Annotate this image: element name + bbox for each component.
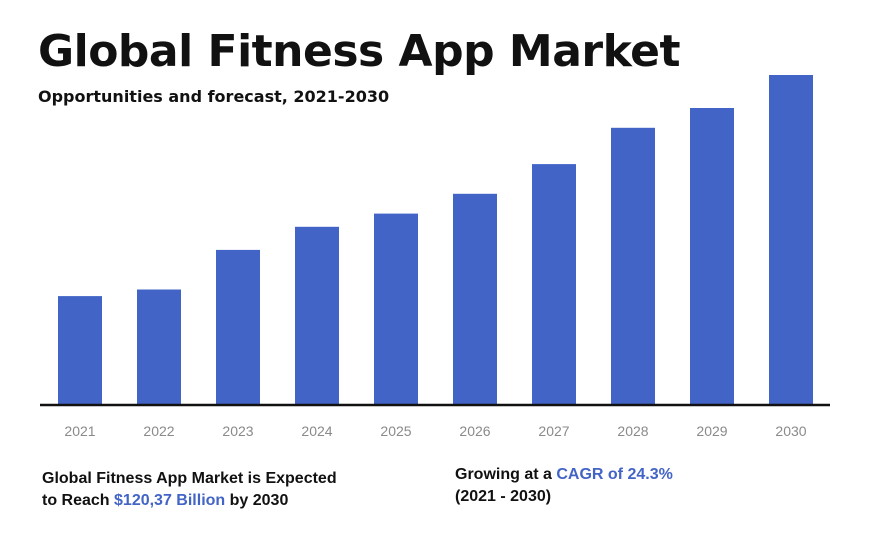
chart-subtitle: Opportunities and forecast, 2021-2030: [38, 87, 390, 106]
x-tick-2026: 2026: [459, 423, 490, 439]
bar-2028: [611, 127, 655, 406]
market-size-line-2: to Reach $120,37 Billion by 2030: [42, 490, 337, 512]
x-tick-2022: 2022: [143, 423, 174, 439]
x-tick-2021: 2021: [64, 423, 95, 439]
cagr-prefix: Growing at a: [455, 466, 557, 483]
bar-2023: [216, 249, 260, 405]
bar-2024: [295, 226, 339, 405]
chart-title: Global Fitness App Market: [38, 26, 681, 77]
market-size-prefix: to Reach: [42, 492, 115, 509]
bar-2022: [137, 289, 181, 405]
bar-2021: [58, 296, 102, 405]
x-tick-2025: 2025: [380, 423, 411, 439]
bar-2025: [374, 213, 418, 405]
market-size-suffix: by 2030: [225, 492, 289, 509]
bars-group: [58, 75, 813, 406]
x-tick-labels: 2021 2022 2023 2024 2025 2026 2027 2028 2029 2030: [64, 423, 806, 439]
x-tick-2029: 2029: [696, 423, 727, 439]
cagr-line-1: Growing at a CAGR of 24.3%: [455, 464, 673, 486]
cagr-value: CAGR of 24.3%: [556, 466, 673, 483]
market-size-line-1: Global Fitness App Market is Expected: [42, 470, 337, 487]
cagr-period: (2021 - 2030): [455, 488, 552, 505]
x-tick-2027: 2027: [538, 423, 569, 439]
x-tick-2023: 2023: [222, 423, 253, 439]
bar-2026: [453, 193, 497, 405]
x-tick-2030: 2030: [775, 423, 806, 439]
bar-2027: [532, 164, 576, 405]
market-size-note: Global Fitness App Market is Expected to…: [42, 468, 337, 512]
bar-2029: [690, 108, 734, 405]
bar-2030: [769, 75, 813, 405]
market-size-value: $120,37 Billion: [114, 492, 226, 509]
x-tick-2024: 2024: [301, 423, 332, 439]
x-tick-2028: 2028: [617, 423, 648, 439]
cagr-note: Growing at a CAGR of 24.3% (2021 - 2030): [455, 464, 673, 508]
